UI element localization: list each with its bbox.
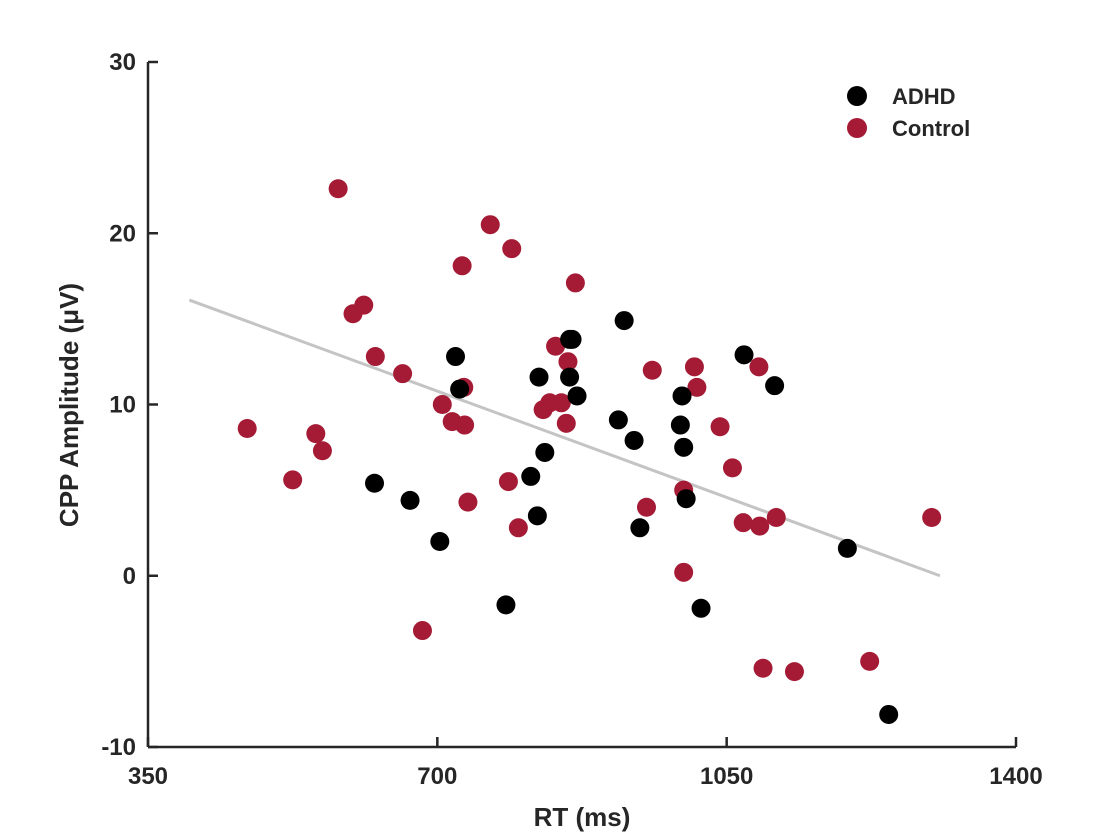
legend-marker-control [847,118,867,138]
y-tick-label: 0 [123,563,136,590]
adhd-point [734,345,754,365]
control-point [354,295,374,315]
control-point [642,360,662,380]
legend-label-adhd: ADHD [892,84,956,109]
control-point [766,508,786,528]
x-tick-label: 1050 [700,763,753,790]
control-point [412,621,432,641]
control-point [565,273,585,293]
legend-marker-adhd [847,86,867,106]
adhd-point [670,415,690,435]
control-point [283,470,303,490]
control-point [722,458,742,478]
adhd-point [691,598,711,618]
adhd-point [560,367,580,387]
x-tick-label: 1400 [989,763,1042,790]
series-adhd [365,311,899,724]
control-point [432,395,452,414]
adhd-point [672,386,692,406]
control-point [684,357,704,377]
adhd-point [430,532,450,551]
adhd-point [529,367,549,387]
control-point [922,508,942,528]
control-point [546,336,566,356]
control-point [750,516,770,536]
y-tick-label: 20 [109,220,136,247]
adhd-point [365,473,385,493]
control-point [312,441,332,461]
x-tick-label: 350 [128,763,168,790]
control-point [502,239,522,259]
adhd-point [608,410,628,430]
y-axis-title: CPP Amplitude (μV) [54,283,84,527]
adhd-point [837,538,857,558]
adhd-point [765,376,785,396]
ticks: 350 700 1050 1400 -10 0 10 20 30 [101,49,1042,790]
axes [146,62,1016,749]
control-point [458,492,478,512]
adhd-point [676,489,696,509]
control-point [306,424,326,444]
control-point [237,418,257,438]
control-point [452,256,472,276]
adhd-point [624,430,644,450]
control-point [393,364,413,384]
legend: ADHD Control [847,84,970,141]
control-point [687,377,707,397]
adhd-point [674,437,694,457]
control-point [860,651,880,671]
y-tick-label: 10 [109,392,136,419]
regression-line [188,298,941,578]
control-point [365,347,385,367]
control-point [551,393,571,413]
adhd-point [446,347,466,367]
adhd-point [562,329,582,349]
adhd-point [496,595,516,615]
control-point [328,179,348,199]
control-point [784,662,804,682]
control-point [498,472,518,492]
adhd-point [535,442,555,462]
adhd-point [527,506,547,526]
control-point [480,215,500,235]
legend-label-control: Control [892,116,970,141]
control-point [636,497,656,517]
plot-area [188,179,942,724]
control-point [508,518,528,538]
adhd-point [879,704,899,724]
x-tick-label: 700 [417,763,457,790]
adhd-point [567,386,587,406]
control-point [558,352,578,372]
adhd-point [450,379,470,399]
control-point [455,415,475,435]
control-point [710,417,730,437]
control-point [733,513,753,533]
adhd-point [630,518,650,538]
control-point [749,357,769,377]
adhd-point [614,311,634,331]
x-axis-title: RT (ms) [534,802,631,832]
control-point [753,658,773,678]
control-point [674,562,694,582]
series-control [237,179,942,682]
y-tick-label: -10 [101,734,136,761]
y-tick-label: 30 [109,49,136,76]
adhd-point [400,490,420,510]
adhd-point [521,466,541,486]
control-point [556,413,576,433]
